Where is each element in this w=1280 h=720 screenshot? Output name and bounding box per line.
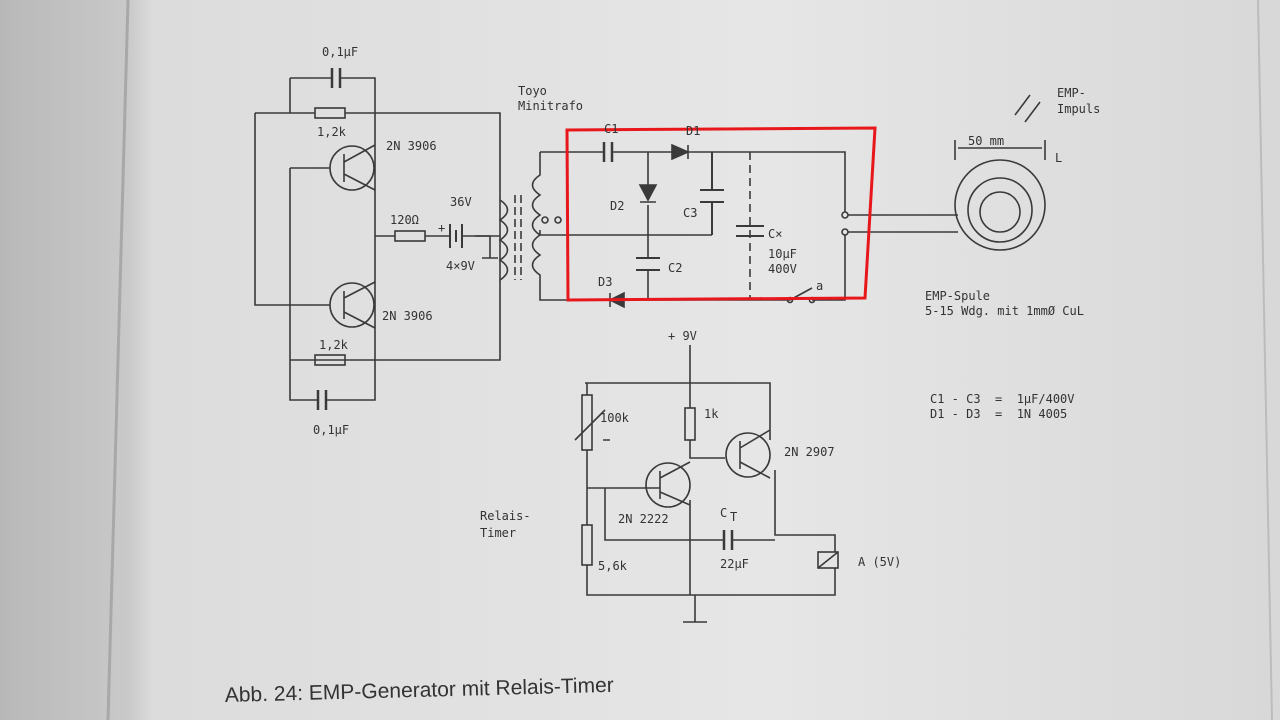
label: 2N 3906: [386, 139, 437, 153]
label: T: [730, 510, 737, 524]
label: 50 mm: [968, 134, 1004, 148]
page-edge: [1257, 0, 1273, 720]
label: 10µF: [768, 247, 797, 261]
label: Relais-: [480, 509, 531, 523]
highlight-box: [565, 126, 877, 302]
label: 1,2k: [319, 338, 349, 352]
label: 36V: [450, 195, 472, 209]
label: C: [720, 506, 727, 520]
label: L: [1055, 151, 1062, 165]
label: +: [438, 221, 445, 235]
label: C1 - C3 = 1µF/400V: [930, 392, 1075, 406]
label: 1,2k: [317, 125, 347, 139]
labels: 0,1µF 1,2k 2N 3906 Toyo Minitrafo C1 D1 …: [225, 45, 1101, 707]
label: EMP-Spule: [925, 289, 990, 303]
label: 22µF: [720, 557, 749, 571]
label: EMP-: [1057, 86, 1086, 100]
label: 0,1µF: [313, 423, 349, 437]
label: 100k: [600, 411, 630, 425]
label: Minitrafo: [518, 99, 583, 113]
label: 5-15 Wdg. mit 1mmØ CuL: [925, 304, 1084, 318]
label: D1: [686, 124, 700, 138]
oscillator-wiring: [254, 68, 612, 410]
label: 2N 2907: [784, 445, 835, 459]
label: a: [816, 279, 823, 293]
label: C1: [604, 122, 618, 136]
label: D2: [610, 199, 624, 213]
label: + 9V: [668, 329, 697, 343]
label: Toyo: [518, 84, 547, 98]
label: C×: [768, 227, 782, 241]
label: D3: [598, 275, 612, 289]
label: 4×9V: [446, 259, 475, 273]
page-edge: [106, 0, 130, 720]
label: 2N 3906: [382, 309, 433, 323]
label: 120Ω: [390, 213, 419, 227]
label: A (5V): [858, 555, 901, 569]
label: 5,6k: [598, 559, 628, 573]
label: 400V: [768, 262, 797, 276]
label: 1k: [704, 407, 719, 421]
label: C2: [668, 261, 682, 275]
label: Timer: [480, 526, 516, 540]
label: D1 - D3 = 1N 4005: [930, 407, 1067, 421]
relay-timer-wiring: [574, 345, 839, 623]
label: 2N 2222: [618, 512, 669, 526]
label: 0,1µF: [322, 45, 358, 59]
label: Impuls: [1057, 102, 1100, 116]
label: C3: [683, 206, 697, 220]
